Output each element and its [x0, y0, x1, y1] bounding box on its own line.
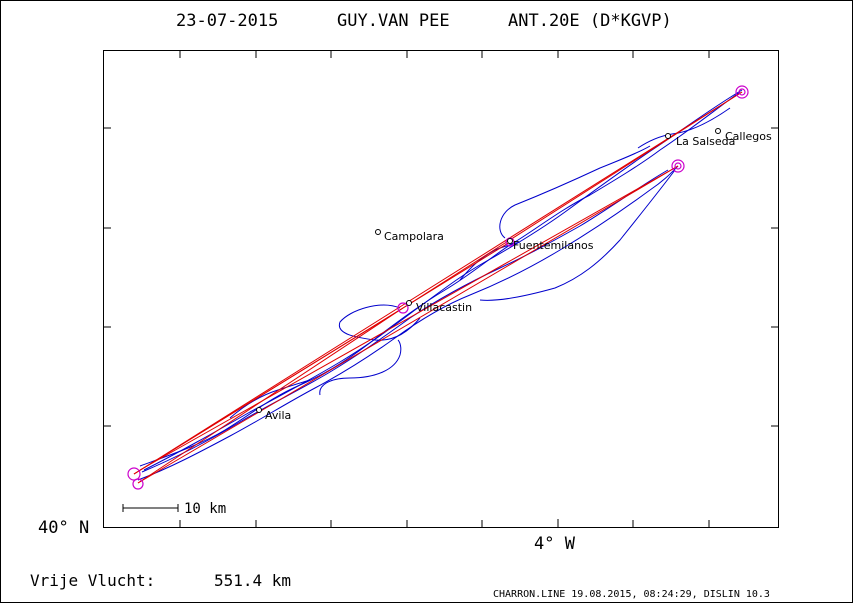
place-label-la-salseda: La Salseda [676, 135, 735, 148]
place-label-villacastin: Villacastin [416, 301, 472, 314]
turnpoint-marker [674, 162, 682, 170]
turnpoint-marker [738, 88, 746, 96]
turnpoint-marker [735, 85, 749, 99]
map-frame [103, 50, 779, 528]
scale-bar [122, 504, 179, 512]
scale-bar-label: 10 km [184, 501, 226, 517]
glider-name: ANT.20E (D*KGVP) [508, 11, 672, 31]
place-label-fuentemilanos: Fuentemilanos [513, 239, 594, 252]
latitude-label: 40° N [38, 518, 89, 538]
credit-line: CHARRON.LINE 19.08.2015, 08:24:29, DISLI… [493, 589, 770, 600]
place-label-avila: Avila [265, 409, 291, 422]
task-lines [133, 91, 743, 484]
place-label-callegos: Callegos [725, 130, 772, 143]
distance-value: 551.4 km [214, 571, 291, 590]
turnpoint-marker [132, 478, 144, 490]
place-markers [256, 128, 721, 413]
turnpoint-marker [397, 302, 409, 314]
turnpoint-marker [127, 467, 141, 481]
longitude-label: 4° W [534, 534, 576, 554]
place-label-campolara: Campolara [384, 230, 444, 243]
pilot-name: GUY.VAN PEE [337, 11, 450, 31]
turnpoint-marker [671, 159, 685, 173]
distance-label: Vrije Vlucht: [30, 571, 155, 590]
flight-date: 23-07-2015 [176, 11, 278, 31]
turnpoints [127, 85, 749, 490]
axis-ticks [104, 51, 778, 527]
